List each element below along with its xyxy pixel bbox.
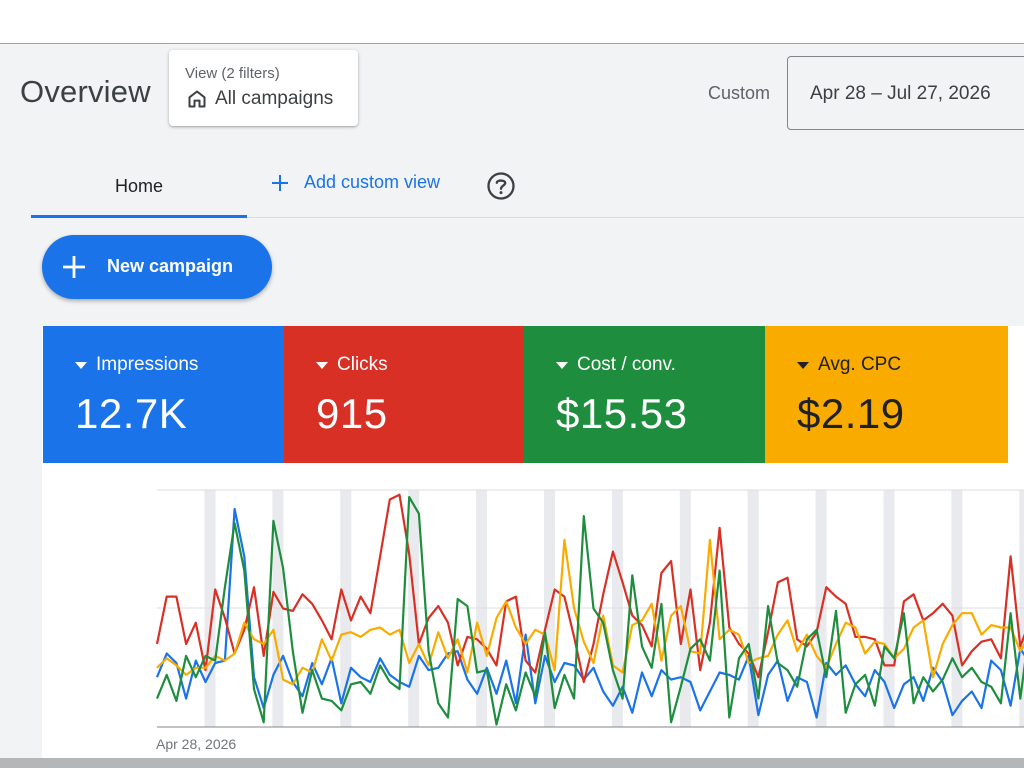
add-custom-view-label: Add custom view bbox=[304, 172, 441, 192]
metric-value: $2.19 bbox=[797, 390, 905, 437]
metric-card-avg-cpc[interactable]: Avg. CPC $2.19 bbox=[765, 326, 1008, 463]
metric-card-impressions[interactable]: Impressions 12.7K bbox=[43, 326, 284, 463]
metric-value: 915 bbox=[316, 390, 388, 437]
filter-value-row: All campaigns bbox=[187, 88, 333, 110]
active-tab-indicator bbox=[31, 215, 247, 218]
metric-name-text: Avg. CPC bbox=[818, 354, 902, 375]
metric-name-text: Cost / conv. bbox=[577, 354, 676, 375]
new-campaign-label: New campaign bbox=[107, 256, 234, 276]
series-line-0 bbox=[155, 507, 1024, 719]
date-range-type-label: Custom bbox=[708, 83, 771, 103]
plus-icon bbox=[63, 256, 85, 278]
add-custom-view-button[interactable]: Add custom view bbox=[270, 172, 440, 193]
tab-home[interactable]: Home bbox=[114, 176, 163, 196]
help-icon[interactable] bbox=[486, 171, 516, 201]
x-axis-start-label: Apr 28, 2026 bbox=[156, 736, 237, 752]
page-title: Overview bbox=[20, 74, 151, 109]
triangle-down-icon bbox=[316, 361, 328, 369]
view-filter-selector[interactable]: View (2 filters) All campaigns bbox=[169, 50, 358, 126]
top-bar bbox=[0, 0, 1024, 44]
date-range-picker[interactable]: Apr 28 – Jul 27, 2026 bbox=[787, 56, 1024, 130]
metric-name-text: Clicks bbox=[337, 354, 388, 375]
metric-name: Impressions bbox=[75, 354, 198, 376]
metric-card-clicks[interactable]: Clicks 915 bbox=[284, 326, 524, 463]
home-icon bbox=[188, 90, 206, 108]
metric-name: Clicks bbox=[316, 354, 388, 376]
date-range-text: Apr 28 – Jul 27, 2026 bbox=[810, 83, 991, 104]
metric-name: Cost / conv. bbox=[556, 354, 676, 376]
bottom-scroll-strip bbox=[0, 758, 1024, 768]
triangle-down-icon bbox=[75, 361, 87, 369]
new-campaign-button[interactable]: New campaign bbox=[42, 235, 272, 299]
series-line-2 bbox=[156, 538, 1024, 686]
series-line-3 bbox=[155, 496, 1024, 726]
metric-card-cost-per-conv[interactable]: Cost / conv. $15.53 bbox=[524, 326, 765, 463]
filter-view-label: View (2 filters) bbox=[185, 65, 280, 82]
triangle-down-icon bbox=[797, 361, 809, 369]
metric-value: $15.53 bbox=[556, 390, 688, 437]
series-line-1 bbox=[155, 493, 1024, 684]
triangle-down-icon bbox=[556, 361, 568, 369]
metric-name: Avg. CPC bbox=[797, 354, 901, 376]
metric-value: 12.7K bbox=[75, 390, 188, 437]
metric-name-text: Impressions bbox=[96, 354, 199, 375]
filter-value: All campaigns bbox=[215, 88, 334, 109]
plus-icon bbox=[272, 174, 288, 191]
tabs-divider bbox=[31, 217, 1024, 218]
